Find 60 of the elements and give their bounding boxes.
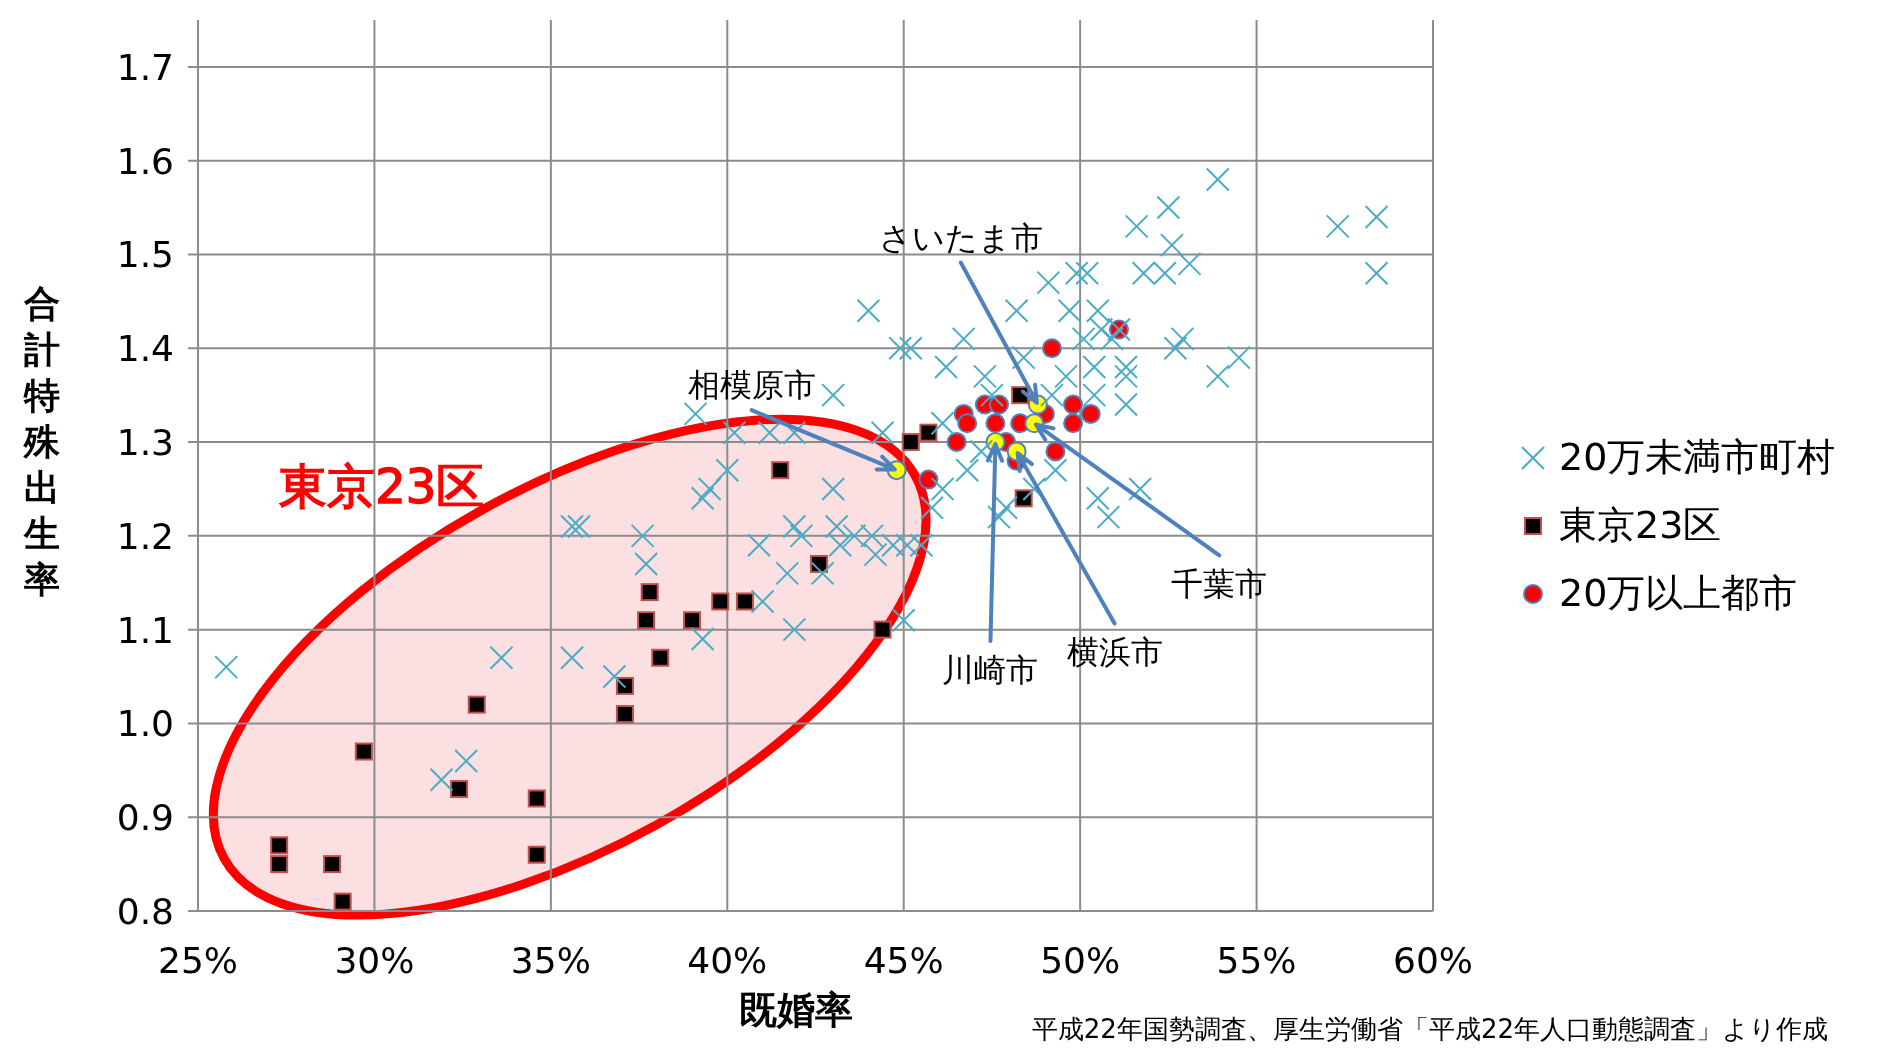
- point: [450, 780, 469, 799]
- point: [651, 648, 670, 667]
- x-tick-label: 35%: [510, 940, 591, 981]
- point: [711, 592, 730, 611]
- annotation: 相模原市: [687, 366, 816, 405]
- y-axis-title: 合計特殊出生率: [23, 282, 61, 600]
- annotation: さいたま市: [878, 218, 1043, 257]
- y-tick-label: 1.4: [116, 328, 174, 370]
- point: [1063, 413, 1084, 434]
- point: [527, 845, 546, 864]
- y-tick-label: 1.6: [116, 140, 174, 182]
- point: [1041, 338, 1062, 359]
- text: 平成22年国勢調査、厚生労働省「平成22年人口動態調査」より作成: [1031, 1014, 1828, 1044]
- point: [957, 413, 978, 434]
- point: [683, 611, 701, 630]
- y-tick-label: 1.5: [116, 234, 174, 276]
- point: [901, 433, 920, 452]
- y-tick-label: 1.7: [116, 46, 174, 88]
- point: [919, 423, 938, 442]
- point: [1080, 403, 1101, 424]
- y-tick-label: 1.2: [116, 515, 174, 557]
- point: [637, 611, 656, 630]
- point: [333, 892, 352, 911]
- x-tick-label: 60%: [1392, 940, 1474, 981]
- point: [640, 583, 659, 602]
- point: [527, 789, 546, 808]
- annotation: 横浜市: [1066, 633, 1163, 672]
- x-tick-label: 30%: [334, 940, 415, 981]
- x-tick-label: 45%: [863, 940, 944, 981]
- x-axis-title: 既婚率: [738, 988, 853, 1032]
- point: [735, 592, 754, 611]
- x-tick-label: 40%: [687, 940, 768, 981]
- y-tick-label: 1.0: [116, 703, 174, 745]
- point: [270, 855, 289, 874]
- point: [467, 695, 486, 714]
- point: [918, 469, 939, 490]
- y-tick-label: 0.9: [116, 797, 174, 839]
- point: [873, 620, 892, 639]
- point: [985, 413, 1006, 434]
- x-tick-label: 25%: [157, 940, 239, 981]
- annotation: 東京23区: [279, 458, 485, 515]
- annotation: 千葉市: [1171, 565, 1268, 604]
- legend-label: 20万以上都市: [1559, 571, 1798, 615]
- x-tick-label: 55%: [1216, 940, 1297, 981]
- point: [615, 676, 634, 695]
- point: [771, 461, 790, 480]
- annotation: 川崎市: [942, 651, 1039, 690]
- legend-label: 東京23区: [1559, 503, 1722, 547]
- point: [1063, 394, 1084, 415]
- legend-label: 20万未満市町村: [1559, 435, 1836, 479]
- x-tick-label: 50%: [1040, 940, 1121, 981]
- point: [270, 836, 289, 855]
- point: [946, 432, 967, 453]
- point: [1045, 441, 1066, 462]
- point: [354, 742, 373, 761]
- y-tick-label: 0.8: [116, 891, 174, 932]
- y-tick-label: 1.1: [116, 609, 174, 651]
- point: [323, 855, 342, 874]
- y-tick-label: 1.3: [116, 422, 174, 464]
- point: [615, 705, 634, 724]
